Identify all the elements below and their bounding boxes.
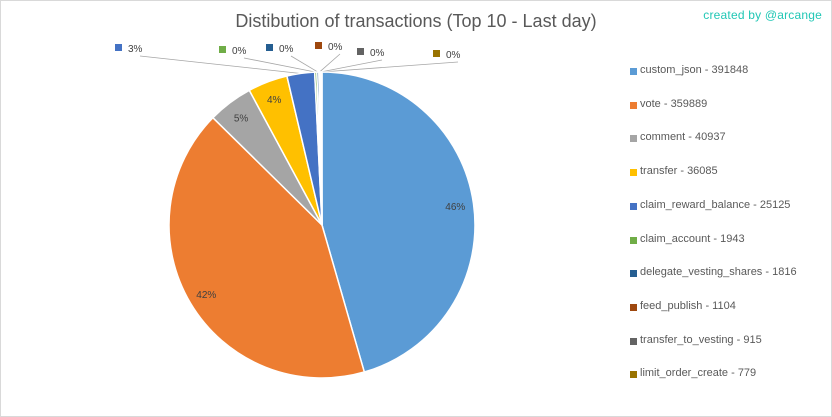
- legend-label: claim_reward_balance - 25125: [640, 198, 791, 211]
- slice-labels: 46% 42% 5% 4% 3% 0% 0% 0% 0% 0%: [115, 42, 465, 301]
- slice-percent-label: 0%: [328, 42, 343, 53]
- slice-label-marker: [315, 42, 322, 49]
- legend-label: transfer - 36085: [640, 165, 718, 178]
- slice-label-marker: [266, 44, 273, 51]
- legend-swatch: [630, 303, 637, 311]
- slice-percent-label: 5%: [234, 113, 249, 124]
- legend-swatch: [630, 101, 637, 109]
- slice-label-marker: [219, 46, 226, 53]
- leader-line: [321, 61, 459, 73]
- pie-slice: [320, 71, 323, 226]
- leader-line: [243, 57, 316, 73]
- slice-percent-label: 0%: [232, 46, 247, 57]
- slice-percent-label: 46%: [445, 202, 465, 213]
- pie-slices: [168, 71, 476, 379]
- pie-slice: [168, 116, 366, 379]
- slice-label-marker: [115, 44, 122, 51]
- slice-percent-label: 3%: [128, 44, 143, 55]
- leader-line: [139, 55, 301, 74]
- legend-swatch: [630, 135, 637, 143]
- chart-title: Distibution of transactions (Top 10 - La…: [235, 11, 597, 31]
- legend-label: transfer_to_vesting - 915: [640, 333, 762, 346]
- legend-swatch: [630, 68, 637, 75]
- slice-percent-label: 0%: [279, 44, 294, 55]
- legend-label: delegate_vesting_shares - 1816: [640, 266, 797, 279]
- legend-label: limit_order_create - 779: [640, 367, 757, 380]
- leader-lines: [139, 53, 459, 74]
- pie-slice: [321, 71, 476, 373]
- legend-swatch: [630, 236, 637, 244]
- legend-swatch: [630, 202, 637, 210]
- legend-swatch: [630, 270, 637, 278]
- slice-label-marker: [357, 48, 364, 55]
- legend-label: custom_json - 391848: [640, 64, 749, 76]
- legend-swatch: [630, 371, 637, 379]
- legend-label: claim_account - 1943: [640, 232, 745, 245]
- slice-percent-label: 0%: [370, 48, 385, 59]
- leader-line: [290, 55, 319, 73]
- legend-swatch: [630, 169, 637, 177]
- legend-label: vote - 359889: [640, 97, 708, 110]
- legend-label: feed_publish - 1104: [640, 299, 736, 312]
- credit-text: created by @arcange: [703, 8, 822, 22]
- slice-percent-label: 4%: [267, 95, 282, 106]
- slice-label-marker: [433, 50, 440, 57]
- slice-percent-label: 42%: [196, 290, 216, 301]
- leader-line: [319, 53, 341, 73]
- legend-label: comment - 40937: [640, 131, 726, 144]
- slice-percent-label: 0%: [446, 50, 461, 61]
- leader-line: [320, 59, 383, 73]
- legend-swatch: [630, 337, 637, 345]
